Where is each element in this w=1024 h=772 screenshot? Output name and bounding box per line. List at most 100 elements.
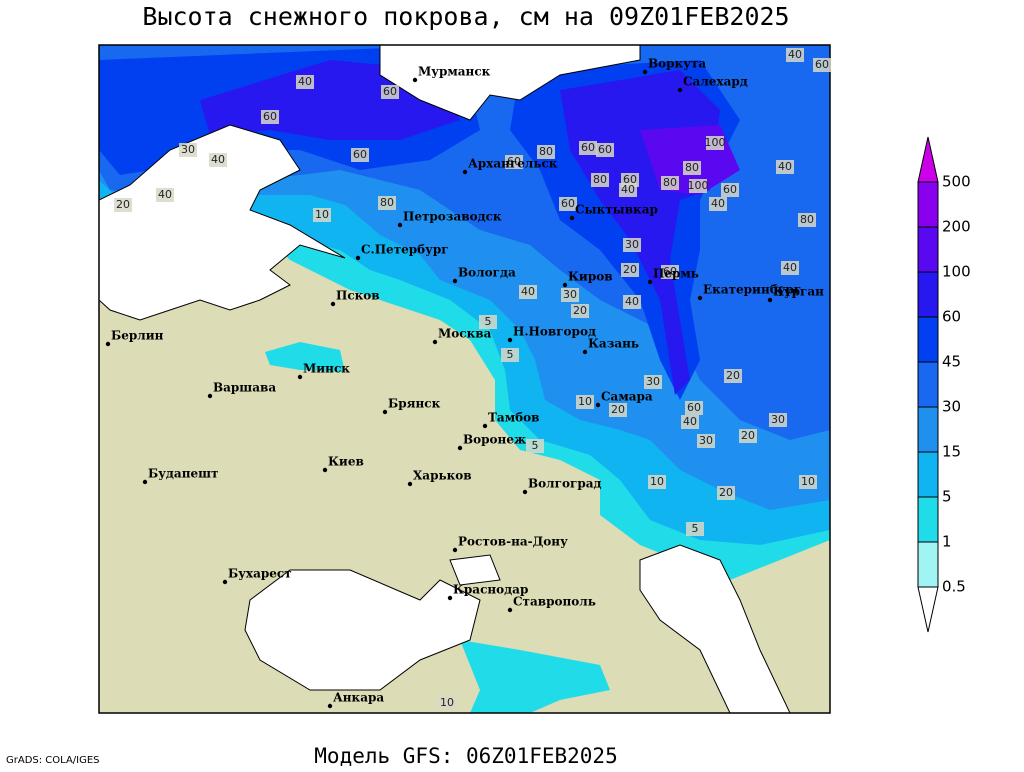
contour-label: 20 [623,263,637,276]
contour-label-box [591,173,609,187]
city-label: Бухарест [228,567,292,581]
colorbar-label: 45 [942,353,961,371]
contour-label-box [776,160,794,174]
city-dot [397,222,403,228]
contour-label: 80 [380,196,394,209]
contour-label-box [559,197,577,211]
city-dot [677,87,683,93]
contour-label: 60 [815,58,829,71]
contour-label: 40 [783,261,797,274]
city-label: Харьков [413,469,472,483]
contour-label: 40 [158,188,172,201]
colorbar-top-arrow [917,136,939,183]
contour-label-box [378,196,396,210]
contour-label: 60 [263,110,277,123]
city-label: Варшава [213,381,276,395]
contour-label: 20 [741,429,755,442]
city-label: Киров [568,270,613,284]
city-dot [647,279,653,285]
contour-label-box [697,434,715,448]
contour-label: 40 [625,295,639,308]
contour-label: 30 [699,434,713,447]
contour-label-box [609,403,627,417]
baltic-sea [99,124,346,321]
contour-label-box [681,415,699,429]
contour-label: 40 [788,48,802,61]
city-dot [327,703,333,709]
contour-label: 60 [581,141,595,154]
colorbar-label: 200 [942,218,971,236]
contour-label-box [623,238,641,252]
contour-label-box [114,198,132,212]
contour-label-box [786,48,804,62]
city-label: Архангельск [468,157,558,171]
contour-label-box [537,145,555,159]
city-label: Вологда [458,266,516,280]
contour-label-box [561,288,579,302]
city-dot [142,479,148,485]
city-label: Казань [588,337,639,351]
colorbar-bottom-arrow [917,586,939,633]
city-label: Самара [601,390,653,404]
city-dot [322,467,328,473]
city-dot [482,423,488,429]
contour-label-box [689,179,707,193]
city-dot [407,481,413,487]
contour-label: 40 [683,415,697,428]
contour-label-box [769,413,787,427]
map [99,45,830,713]
contour-label: 80 [685,161,699,174]
contour-label: 10 [578,395,592,408]
colorbar-segment [917,226,939,273]
colorbar-label: 100 [942,263,971,281]
contour-label: 20 [116,198,130,211]
contour-label: 20 [726,369,740,382]
contour-label-box [661,265,679,279]
colorbar-segment [917,406,939,453]
contour-label: 20 [719,486,733,499]
city-dot [452,278,458,284]
city-label: Москва [438,327,492,341]
contour-label: 60 [723,183,737,196]
contour-label-box [709,197,727,211]
contour-label: 60 [507,155,521,168]
city-dot [105,341,111,347]
colorbar-segment [917,316,939,363]
colorbar-segment [917,496,939,543]
contour-label-box [621,263,639,277]
city-label: Берлин [111,329,164,343]
map-frame [98,44,831,714]
contour-label-box [519,285,537,299]
city-label: Ставрополь [513,595,596,609]
colorbar-label: 5 [942,488,952,506]
city-dot [595,402,601,408]
city-dot [222,579,228,585]
contour-label-box [313,208,331,222]
contour-label: 40 [298,75,312,88]
city-label: Пермь [653,267,699,281]
city-dot [582,349,588,355]
contour-label-box [685,401,703,415]
contour-label: 5 [507,348,514,361]
contour-label-box [781,261,799,275]
contour-label-box [683,161,701,175]
contour-label: 60 [623,173,637,186]
contour-label: 80 [539,145,553,158]
contour-label-box [813,58,831,72]
contour-label-box [479,315,497,329]
contour-label-box [799,475,817,489]
city-dot [207,393,213,399]
contour-label-box [526,439,544,453]
contour-label: 60 [598,143,612,156]
contour-label: 30 [771,413,785,426]
contour-label: 100 [688,179,709,192]
city-dot [767,297,773,303]
contour-label-box [576,395,594,409]
contour-label: 30 [646,375,660,388]
contour-label: 30 [181,143,195,156]
contour-label: 40 [711,197,725,210]
contour-label-box [686,522,704,536]
contour-label-box [579,141,597,155]
colorbar-segment [917,271,939,318]
